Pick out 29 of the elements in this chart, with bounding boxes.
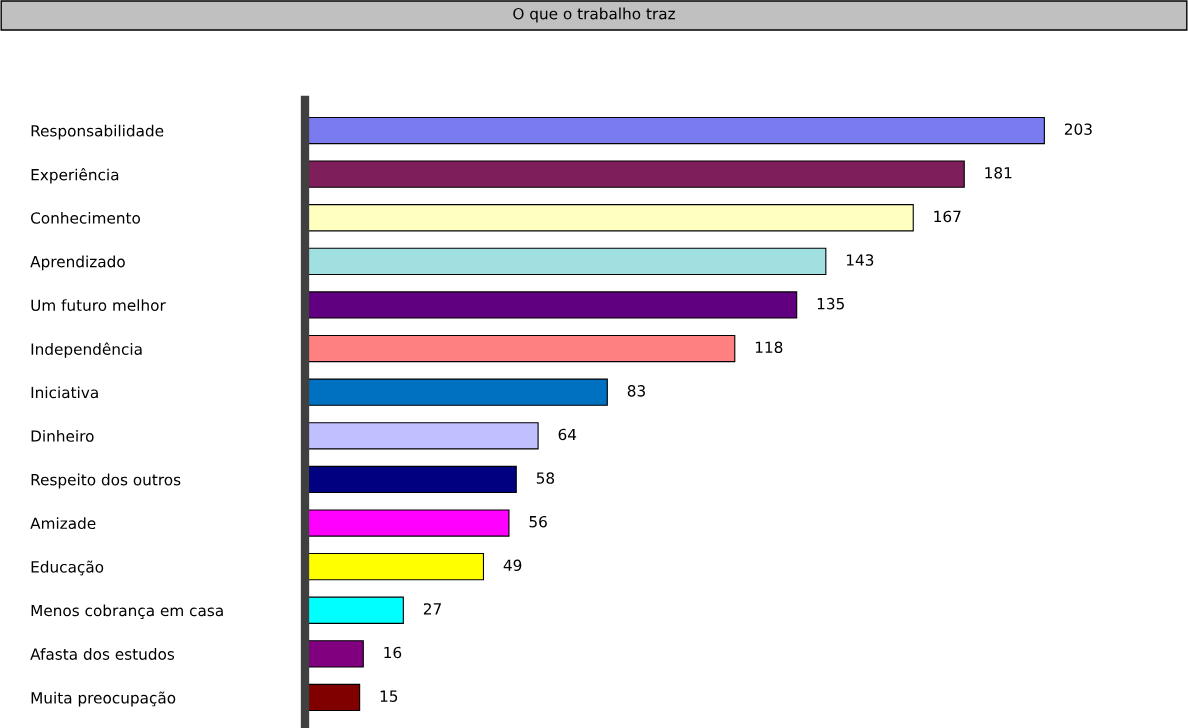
y-tick-label: Iniciativa bbox=[31, 386, 98, 399]
data-label: 15 bbox=[380, 690, 398, 702]
data-label: 58 bbox=[536, 472, 555, 484]
y-tick-label: Respeito dos outros bbox=[31, 473, 181, 489]
data-label: 83 bbox=[627, 385, 645, 397]
y-tick-label: Menos cobrança em casa bbox=[31, 604, 223, 619]
chart-title: O que o trabalho traz bbox=[513, 7, 675, 23]
y-tick-label: Experiência bbox=[31, 168, 119, 184]
y-tick-label: Amizade bbox=[30, 517, 96, 530]
data-label: 203 bbox=[1064, 123, 1092, 135]
data-label: 49 bbox=[503, 559, 522, 572]
data-label: 181 bbox=[985, 167, 1012, 179]
data-label: 16 bbox=[384, 646, 402, 659]
y-tick-label: Educação bbox=[31, 560, 104, 576]
y-tick-label: Dinheiro bbox=[31, 430, 94, 442]
y-tick-label: Responsabilidade bbox=[31, 124, 164, 140]
data-label: 143 bbox=[846, 254, 874, 266]
y-tick-label: Conhecimento bbox=[31, 211, 141, 224]
data-label: 56 bbox=[529, 515, 547, 528]
data-label: 167 bbox=[934, 210, 961, 223]
y-tick-label: Afasta dos estudos bbox=[30, 648, 175, 660]
y-tick-label: Independência bbox=[31, 342, 142, 358]
y-tick-label: Muita preocupação bbox=[31, 691, 176, 707]
data-label: 64 bbox=[558, 428, 577, 441]
data-label: 27 bbox=[423, 603, 441, 615]
y-tick-label: Aprendizado bbox=[30, 255, 125, 271]
data-label: 135 bbox=[817, 297, 844, 310]
data-label: 118 bbox=[755, 341, 783, 354]
y-tick-label: Um futuro melhor bbox=[31, 299, 166, 311]
